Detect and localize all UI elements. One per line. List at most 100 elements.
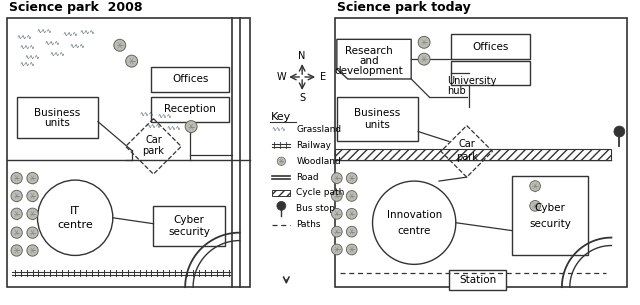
Circle shape (346, 208, 357, 219)
Text: Grassland: Grassland (296, 125, 341, 134)
Bar (17, 97, 98, 138)
Circle shape (332, 191, 342, 201)
Text: Bus stop: Bus stop (296, 204, 335, 213)
Text: Offices: Offices (472, 42, 509, 52)
Bar (273, 190, 291, 196)
Text: Offices: Offices (172, 74, 209, 84)
Text: ∿∿∿: ∿∿∿ (271, 127, 285, 132)
Text: ∿∿∿: ∿∿∿ (36, 29, 52, 34)
Text: S: S (299, 93, 305, 103)
Bar (451, 34, 530, 59)
Text: Car: Car (458, 139, 475, 149)
Bar (449, 270, 506, 290)
Text: N: N (298, 51, 306, 61)
Circle shape (38, 180, 113, 255)
Circle shape (11, 208, 22, 220)
Text: centre: centre (397, 226, 431, 236)
Circle shape (11, 190, 22, 202)
Text: ∿∿∿: ∿∿∿ (79, 30, 95, 35)
Bar (611, 17, 627, 287)
Text: Cycle path: Cycle path (296, 188, 344, 197)
Text: IT: IT (70, 206, 80, 216)
Text: units: units (44, 118, 70, 127)
Text: ∿∿∿: ∿∿∿ (62, 32, 78, 37)
Circle shape (114, 39, 125, 51)
Circle shape (346, 226, 357, 237)
Text: Paths: Paths (296, 220, 321, 229)
Text: Road: Road (296, 173, 319, 181)
Text: park: park (143, 146, 164, 156)
Text: development: development (334, 66, 403, 76)
Bar (7, 17, 250, 287)
Text: Station: Station (459, 275, 496, 285)
Text: hub: hub (447, 86, 466, 96)
Circle shape (277, 201, 286, 210)
Text: W: W (276, 72, 286, 82)
Text: ∿∿∿: ∿∿∿ (157, 114, 172, 119)
Bar (512, 176, 588, 255)
Circle shape (27, 245, 38, 256)
Circle shape (27, 190, 38, 202)
Text: security: security (529, 219, 571, 229)
Text: ∿∿∿: ∿∿∿ (20, 63, 35, 68)
Text: Car: Car (145, 135, 162, 145)
Circle shape (27, 227, 38, 238)
Circle shape (332, 226, 342, 237)
Text: ∿∿∿: ∿∿∿ (146, 124, 161, 129)
Text: Cyber: Cyber (173, 215, 205, 225)
Text: University: University (447, 76, 496, 86)
Text: centre: centre (57, 220, 93, 230)
Text: E: E (320, 72, 326, 82)
Bar (154, 206, 225, 246)
Text: security: security (168, 227, 210, 237)
Text: Research: Research (345, 46, 393, 56)
Circle shape (332, 208, 342, 219)
Bar (335, 17, 627, 287)
Text: units: units (365, 120, 390, 130)
Circle shape (27, 172, 38, 184)
Circle shape (614, 126, 625, 137)
Text: Science park today: Science park today (337, 1, 470, 14)
Bar (152, 67, 228, 92)
Text: ∿∿∿: ∿∿∿ (44, 41, 60, 46)
Text: Cyber: Cyber (534, 203, 565, 213)
Circle shape (11, 245, 22, 256)
Text: Science park  2008: Science park 2008 (9, 1, 142, 14)
Circle shape (332, 244, 342, 255)
Circle shape (418, 36, 430, 48)
Text: Innovation: Innovation (387, 210, 442, 220)
Circle shape (277, 157, 285, 165)
Text: Railway: Railway (296, 141, 332, 150)
Text: ∿∿∿: ∿∿∿ (140, 112, 154, 117)
Circle shape (346, 173, 357, 184)
Text: Key: Key (271, 112, 291, 122)
Text: park: park (456, 152, 477, 162)
Text: ∿∿∿: ∿∿∿ (17, 35, 33, 40)
Text: ∿∿∿: ∿∿∿ (25, 55, 40, 60)
Circle shape (346, 191, 357, 201)
Bar (152, 97, 228, 122)
Circle shape (530, 181, 540, 192)
Circle shape (125, 55, 138, 67)
Text: ∿∿∿: ∿∿∿ (20, 45, 35, 50)
Circle shape (332, 173, 342, 184)
Text: Reception: Reception (164, 104, 216, 114)
Bar (451, 61, 530, 85)
Text: Woodland: Woodland (296, 157, 341, 166)
Polygon shape (337, 39, 412, 79)
Circle shape (27, 208, 38, 220)
Circle shape (185, 120, 197, 132)
Bar (335, 149, 611, 160)
Text: ∿∿∿: ∿∿∿ (49, 52, 65, 57)
Circle shape (11, 227, 22, 238)
Text: Business: Business (355, 108, 401, 118)
Circle shape (11, 172, 22, 184)
Text: ∿∿∿: ∿∿∿ (69, 44, 85, 49)
Circle shape (346, 244, 357, 255)
Text: ∿∿∿: ∿∿∿ (166, 126, 180, 131)
Text: and: and (359, 56, 379, 66)
Circle shape (418, 53, 430, 65)
Text: Business: Business (34, 108, 81, 118)
Bar (337, 97, 418, 142)
Circle shape (530, 200, 540, 211)
